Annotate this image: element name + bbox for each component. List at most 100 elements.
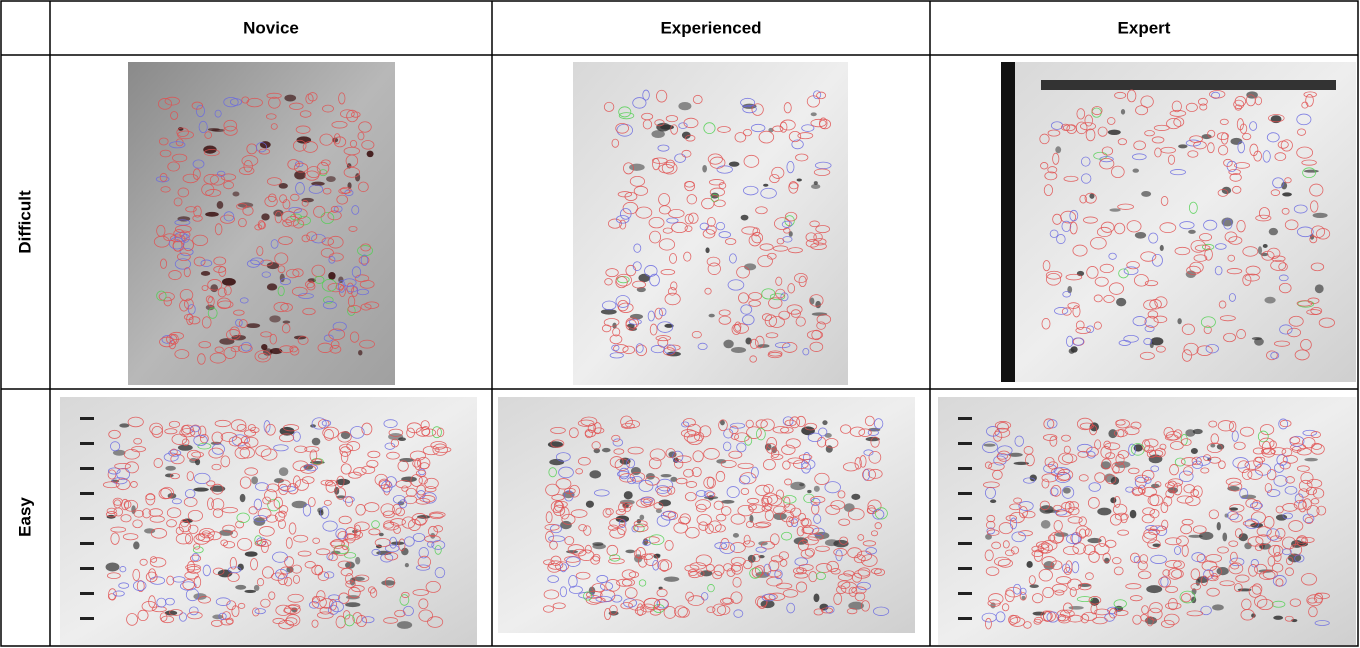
- protein-spot: [1282, 192, 1292, 196]
- protein-spot: [201, 271, 210, 276]
- protein-spot: [1121, 109, 1125, 115]
- protein-spot: [813, 594, 819, 603]
- ladder-band: [80, 617, 94, 620]
- page: Novice Experienced Expert Difficult Easy…: [0, 0, 1360, 648]
- protein-spot: [661, 474, 672, 477]
- protein-spot: [822, 420, 827, 425]
- ladder-band: [80, 467, 94, 470]
- protein-spot: [797, 178, 802, 181]
- protein-spot: [1026, 561, 1032, 568]
- protein-spot: [1217, 567, 1229, 575]
- protein-spot: [1304, 170, 1319, 173]
- ladder-band: [958, 442, 972, 445]
- protein-spot: [709, 314, 715, 318]
- ladder-band: [958, 567, 972, 570]
- protein-spot: [1177, 318, 1181, 324]
- protein-spot: [1030, 584, 1039, 588]
- gel-image: [1001, 62, 1356, 382]
- protein-spot: [1160, 245, 1164, 251]
- protein-spot: [336, 479, 350, 485]
- ladder-band: [958, 617, 972, 620]
- protein-spot: [401, 548, 409, 556]
- protein-spot: [381, 580, 395, 586]
- protein-spot: [1151, 337, 1164, 345]
- protein-spot: [261, 344, 267, 350]
- protein-spot: [731, 347, 746, 353]
- ladder-band: [958, 517, 972, 520]
- protein-spot: [1110, 497, 1116, 503]
- column-header: Expert: [1118, 18, 1171, 37]
- ladder-band: [80, 517, 94, 520]
- protein-spot: [1304, 458, 1317, 461]
- protein-spot: [721, 500, 735, 504]
- protein-spot: [1258, 246, 1262, 254]
- protein-spot: [1191, 448, 1198, 454]
- protein-spot: [1276, 514, 1287, 520]
- protein-spot: [254, 585, 259, 591]
- column-header: Novice: [243, 18, 299, 37]
- protein-spot: [1252, 337, 1262, 340]
- protein-spot: [811, 112, 817, 116]
- protein-spot: [1313, 213, 1328, 218]
- protein-spot: [292, 501, 307, 509]
- protein-spot: [984, 444, 996, 447]
- protein-spot: [119, 423, 129, 427]
- protein-spot: [1178, 144, 1187, 148]
- gel-images: [60, 62, 1356, 645]
- row-header: Easy: [15, 497, 34, 537]
- protein-spot: [210, 284, 218, 292]
- protein-spot: [1217, 522, 1221, 530]
- protein-spot: [352, 577, 365, 581]
- protein-spot: [990, 499, 996, 503]
- protein-spot: [815, 301, 821, 308]
- protein-spot: [244, 590, 256, 593]
- protein-spot: [1135, 232, 1146, 239]
- protein-spot: [814, 181, 818, 185]
- protein-spot: [1130, 510, 1137, 518]
- protein-spot: [625, 550, 635, 554]
- protein-spot: [1071, 346, 1078, 352]
- ladder-band: [958, 542, 972, 545]
- protein-spot: [1273, 616, 1283, 620]
- protein-spot: [279, 467, 288, 476]
- figure-table: Novice Experienced Expert Difficult Easy: [0, 0, 1360, 648]
- protein-spot: [217, 201, 224, 209]
- protein-spot: [261, 213, 269, 220]
- gel-background: [573, 62, 848, 385]
- gel-image: [60, 397, 477, 645]
- ladder-band: [80, 442, 94, 445]
- protein-spot: [1264, 297, 1275, 304]
- column-header: Experienced: [660, 18, 761, 37]
- protein-spot: [1141, 191, 1151, 197]
- protein-spot: [1041, 520, 1051, 529]
- protein-spot: [678, 102, 691, 110]
- protein-spot: [312, 438, 321, 446]
- protein-spot: [219, 338, 234, 345]
- protein-spot: [729, 161, 740, 166]
- protein-spot: [269, 315, 280, 322]
- protein-spot: [851, 494, 860, 500]
- ladder-band: [958, 492, 972, 495]
- ladder-band: [80, 492, 94, 495]
- protein-spot: [763, 184, 768, 187]
- ladder-band: [80, 567, 94, 570]
- protein-spot: [799, 483, 804, 486]
- protein-spot: [345, 602, 360, 607]
- protein-spot: [592, 544, 606, 550]
- protein-spot: [245, 551, 258, 556]
- protein-spot: [705, 247, 709, 253]
- gel-image: [938, 397, 1356, 645]
- protein-spot: [664, 576, 680, 581]
- protein-spot: [133, 541, 139, 549]
- protein-spot: [328, 272, 335, 280]
- protein-spot: [629, 164, 645, 171]
- ladder-band: [958, 467, 972, 470]
- protein-spot: [1069, 606, 1084, 610]
- protein-spot: [589, 470, 601, 478]
- protein-spot: [205, 212, 219, 217]
- protein-spot: [1055, 146, 1061, 153]
- protein-spot: [639, 515, 644, 520]
- protein-spot: [251, 476, 258, 484]
- protein-spot: [1104, 558, 1110, 564]
- protein-spot: [1269, 228, 1278, 235]
